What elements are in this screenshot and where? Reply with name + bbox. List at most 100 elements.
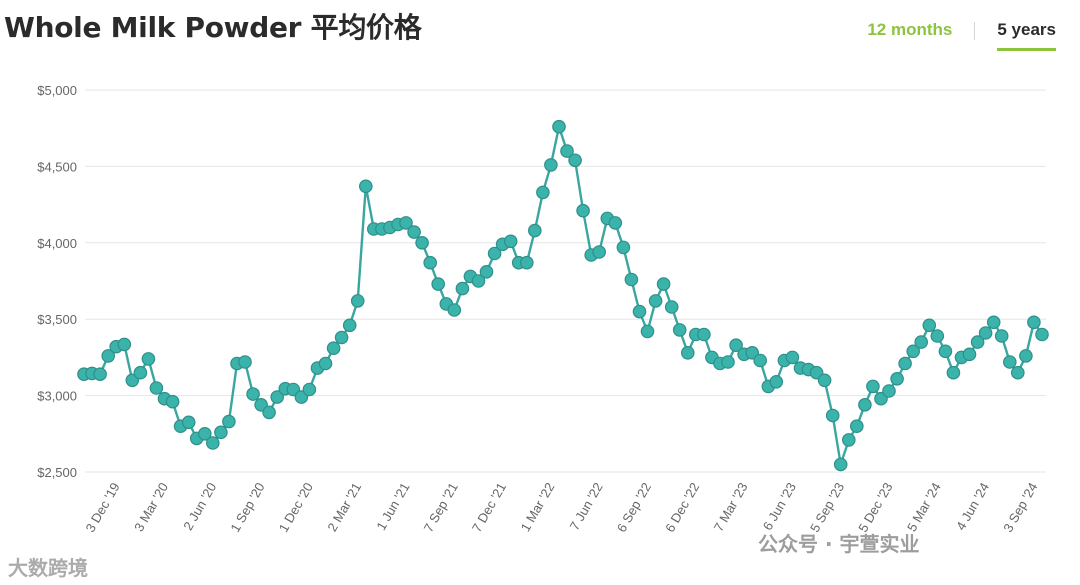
data-point [769,374,784,389]
data-point [1027,315,1041,330]
x-tick-label: 7 Mar '23 [711,480,751,534]
data-point [890,371,904,386]
series-line [83,125,1043,466]
data-point [833,457,848,472]
data-point [318,356,333,371]
x-tick-label: 5 Sep '23 [807,480,847,535]
data-point [640,324,655,339]
data-point [624,272,639,287]
x-tick-label: 1 Jun '21 [373,480,412,533]
data-point [656,277,671,291]
y-tick-label: $4,500 [37,159,77,174]
data-point [358,179,373,194]
data-point [503,234,518,249]
data-point [447,303,462,317]
y-tick-label: $3,500 [37,312,77,327]
data-point [648,294,663,308]
page-title: Whole Milk Powder 平均价格 [4,11,422,44]
data-point [415,236,429,250]
tab-divider [974,22,976,40]
data-point [680,345,695,360]
y-tick-label: $5,000 [37,83,77,98]
data-point [214,425,228,440]
data-point [978,326,993,340]
data-point [350,294,365,308]
x-tick-label: 3 Dec '19 [82,480,122,535]
data-point [141,352,156,366]
x-tick-label: 4 Jun '24 [953,480,992,533]
x-tick-label: 2 Mar '21 [324,480,364,534]
data-point [697,327,711,342]
y-tick-label: $2,500 [37,465,77,480]
data-point [93,367,107,381]
watermark-left: 大数跨境 [8,552,88,581]
data-point [206,436,220,450]
data-point [785,350,800,365]
data-point [270,390,284,404]
data-point [536,185,550,200]
data-point [560,144,574,158]
data-point [487,246,502,261]
x-tick-label: 1 Dec '20 [276,480,316,535]
range-tabs: 12 months 5 years [867,18,1056,51]
x-tick-label: 5 Dec '23 [855,480,895,535]
data-point [1035,327,1049,342]
data-point [519,255,534,270]
y-tick-label: $4,000 [37,236,77,251]
data-point [149,381,164,395]
data-point [922,318,937,333]
x-tick-label: 6 Jun '23 [760,480,799,533]
data-point [986,315,1001,330]
data-point [407,225,421,239]
data-point [302,382,317,397]
data-point [962,347,977,362]
x-tick-label: 2 Jun '20 [180,480,219,533]
data-point [399,216,413,230]
tab-12-months[interactable]: 12 months [867,20,953,39]
data-point [753,353,767,368]
data-point [181,415,196,430]
data-point [262,405,276,420]
data-point [198,426,212,441]
data-point [882,384,896,398]
data-point [672,323,687,337]
x-tick-label: 3 Sep '24 [1000,480,1040,535]
data-point [165,394,180,409]
data-point [858,397,872,412]
data-point [471,274,486,288]
data-point [342,318,357,333]
y-tick-label: $3,000 [37,389,77,404]
data-point [970,335,985,349]
data-point [914,335,928,349]
x-tick-label: 1 Sep '20 [227,480,267,535]
data-point [222,414,236,429]
data-point [906,344,920,359]
data-point [479,264,494,279]
x-tick-label: 3 Mar '20 [131,480,171,534]
watermark-left-text: 大数跨境 [8,556,88,580]
data-point [946,365,961,380]
data-point [994,329,1009,343]
data-point [326,341,341,355]
data-point [568,153,582,168]
data-point [898,356,912,371]
data-point [866,379,880,394]
data-point [817,373,832,388]
data-point [238,355,252,369]
data-point [729,338,743,352]
data-point [1019,349,1033,363]
data-point [1002,355,1017,369]
data-point [544,158,558,172]
x-tick-label: 7 Sep '21 [421,480,461,535]
data-point [938,344,953,359]
data-point [592,245,606,259]
watermark-right: 公众号 · 宇萱实业 [758,528,920,557]
data-point [849,419,864,433]
data-point [608,216,623,230]
data-point [455,281,470,296]
data-point [841,433,856,447]
data-point [246,387,260,401]
tab-5-years[interactable]: 5 years [997,18,1056,51]
data-point [101,349,115,363]
